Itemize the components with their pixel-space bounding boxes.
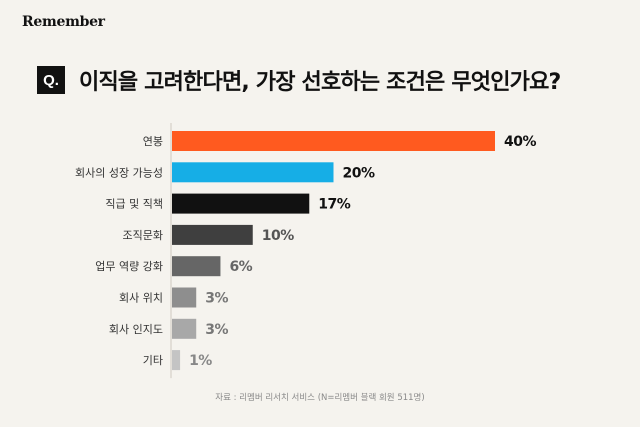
question-badge: Q. [37, 66, 65, 94]
bar [172, 350, 181, 371]
bar [172, 193, 310, 214]
category-label: 업무 역량 강화 [95, 260, 163, 273]
category-label: 연봉 [143, 135, 163, 148]
category-label: 회사 위치 [119, 292, 163, 305]
headline: Q. 이직을 고려한다면, 가장 선호하는 조건은 무엇인가요? [37, 64, 561, 96]
value-label: 3% [205, 322, 228, 338]
category-label: 회사의 성장 가능성 [75, 166, 163, 179]
bar [172, 318, 197, 339]
category-label: 직급 및 직책 [105, 198, 163, 211]
bar [172, 256, 221, 277]
chart-title: 이직을 고려한다면, 가장 선호하는 조건은 무엇인가요? [79, 70, 561, 95]
category-label: 기타 [143, 354, 163, 367]
bar [172, 131, 495, 151]
category-label: 회사 인지도 [109, 323, 163, 336]
value-label: 10% [262, 228, 294, 244]
value-label: 1% [189, 353, 212, 369]
value-label: 6% [229, 259, 252, 275]
source-note: 자료 : 리멤버 리서치 서비스 (N=리멤버 블랙 회원 511명) [215, 393, 425, 403]
value-label: 17% [318, 197, 350, 213]
brand-logo: Remember [22, 14, 105, 30]
bar [172, 162, 334, 183]
category-label: 조직문화 [123, 229, 163, 242]
value-label: 20% [343, 165, 375, 181]
value-label: 40% [504, 134, 536, 150]
value-label: 3% [205, 291, 228, 307]
bar [172, 224, 253, 245]
bar [172, 287, 197, 308]
